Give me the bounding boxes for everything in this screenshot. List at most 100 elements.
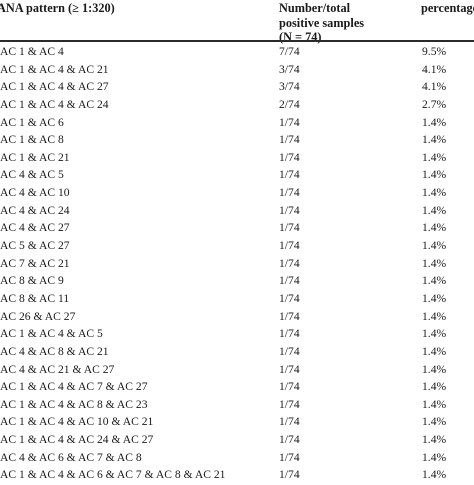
cell-count: 3/74: [279, 62, 300, 76]
cell-ana-pattern: AC 1 & AC 21: [0, 150, 70, 164]
cell-count: 1/74: [279, 150, 300, 164]
cell-ana-pattern: AC 4 & AC 6 & AC 7 & AC 8: [0, 450, 142, 464]
cell-count: 1/74: [279, 186, 300, 200]
cell-ana-pattern: AC 1 & AC 4 & AC 5: [0, 327, 103, 341]
cell-count: 7/74: [279, 45, 300, 58]
table-row: AC 1 & AC 6 1/74 1.4%: [0, 115, 474, 133]
cell-percentage: 1.4%: [422, 274, 447, 288]
cell-count: 1/74: [279, 203, 300, 217]
table-row: AC 8 & AC 11 1/74 1.4%: [0, 291, 474, 309]
cell-ana-pattern: AC 1 & AC 4 & AC 27: [0, 80, 109, 94]
cell-ana-pattern: AC 26 & AC 27: [0, 309, 76, 323]
cell-ana-pattern: AC 1 & AC 4 & AC 8 & AC 23: [0, 397, 148, 411]
cell-percentage: 1.4%: [422, 133, 447, 147]
cell-count: 1/74: [279, 291, 300, 305]
cell-percentage: 1.4%: [422, 150, 447, 164]
cell-percentage: 1.4%: [422, 327, 447, 341]
table-row: AC 4 & AC 5 1/74 1.4%: [0, 167, 474, 185]
cell-ana-pattern: AC 1 & AC 4: [0, 45, 64, 58]
cell-percentage: 1.4%: [422, 415, 447, 429]
header-divider: [0, 40, 474, 42]
table-header: ANA pattern (≥ 1:320) Number/total posit…: [0, 0, 474, 44]
table-row: AC 4 & AC 8 & AC 21 1/74 1.4%: [0, 344, 474, 362]
table-row: AC 5 & AC 27 1/74 1.4%: [0, 238, 474, 256]
table-row: AC 26 & AC 27 1/74 1.4%: [0, 309, 474, 327]
cell-percentage: 1.4%: [422, 380, 447, 394]
table-row: AC 1 & AC 4 & AC 21 3/74 4.1%: [0, 62, 474, 80]
cell-percentage: 1.4%: [422, 168, 447, 182]
cell-percentage: 1.4%: [422, 362, 447, 376]
table-row: AC 1 & AC 21 1/74 1.4%: [0, 150, 474, 168]
cell-ana-pattern: AC 4 & AC 21 & AC 27: [0, 362, 115, 376]
cell-ana-pattern: AC 1 & AC 4 & AC 7 & AC 27: [0, 380, 148, 394]
table-row: AC 4 & AC 27 1/74 1.4%: [0, 220, 474, 238]
cell-ana-pattern: AC 1 & AC 4 & AC 21: [0, 62, 109, 76]
cell-percentage: 1.4%: [422, 397, 447, 411]
cell-count: 1/74: [279, 274, 300, 288]
cell-ana-pattern: AC 1 & AC 4 & AC 10 & AC 21: [0, 415, 154, 429]
cell-count: 1/74: [279, 362, 300, 376]
table-row: AC 4 & AC 24 1/74 1.4%: [0, 203, 474, 221]
cell-percentage: 1.4%: [422, 291, 447, 305]
cell-percentage: 1.4%: [422, 221, 447, 235]
cell-ana-pattern: AC 5 & AC 27: [0, 239, 70, 253]
cell-ana-pattern: AC 1 & AC 4 & AC 24: [0, 97, 109, 111]
cell-percentage: 1.4%: [422, 344, 447, 358]
cell-ana-pattern: AC 4 & AC 27: [0, 221, 70, 235]
cell-percentage: 1.4%: [422, 450, 447, 464]
table-row: AC 1 & AC 4 & AC 27 3/74 4.1%: [0, 79, 474, 97]
table-body: AC 1 & AC 4 7/74 9.5% AC 1 & AC 4 & AC 21 3/…: [0, 44, 474, 485]
table-row: AC 1 & AC 4 & AC 7 & AC 27 1/74 1.4%: [0, 379, 474, 397]
cell-count: 1/74: [279, 397, 300, 411]
cell-count: 1/74: [279, 344, 300, 358]
cell-count: 1/74: [279, 433, 300, 447]
header-percentage: percentage: [421, 1, 474, 15]
cell-count: 1/74: [279, 309, 300, 323]
cell-ana-pattern: AC 1 & AC 4 & AC 6 & AC 7 & AC 8 & AC 21: [0, 468, 226, 482]
cell-ana-pattern: AC 4 & AC 8 & AC 21: [0, 344, 109, 358]
cell-ana-pattern: AC 1 & AC 8: [0, 133, 64, 147]
cell-ana-pattern: AC 7 & AC 21: [0, 256, 70, 270]
cell-percentage: 1.4%: [422, 433, 447, 447]
cell-count: 3/74: [279, 80, 300, 94]
cell-percentage: 4.1%: [422, 80, 447, 94]
header-count-line3: (N = 74): [279, 30, 322, 44]
table-row: AC 4 & AC 6 & AC 7 & AC 8 1/74 1.4%: [0, 450, 474, 468]
cell-percentage: 9.5%: [422, 45, 447, 58]
cell-count: 1/74: [279, 380, 300, 394]
table-row: AC 1 & AC 4 & AC 24 & AC 27 1/74 1.4%: [0, 432, 474, 450]
cell-count: 1/74: [279, 221, 300, 235]
cell-percentage: 1.4%: [422, 186, 447, 200]
header-count-line2: positive samples: [279, 15, 365, 30]
cell-percentage: 1.4%: [422, 203, 447, 217]
cell-ana-pattern: AC 4 & AC 24: [0, 203, 70, 217]
cell-count: 1/74: [279, 133, 300, 147]
cell-count: 1/74: [279, 327, 300, 341]
table-row: AC 1 & AC 8 1/74 1.4%: [0, 132, 474, 150]
cell-percentage: 1.4%: [422, 256, 447, 270]
table-row: AC 1 & AC 4 & AC 10 & AC 21 1/74 1.4%: [0, 414, 474, 432]
cell-ana-pattern: AC 8 & AC 9: [0, 274, 64, 288]
cell-percentage: 1.4%: [422, 239, 447, 253]
cell-ana-pattern: AC 1 & AC 4 & AC 24 & AC 27: [0, 433, 154, 447]
cell-ana-pattern: AC 4 & AC 10: [0, 186, 70, 200]
table-row: AC 4 & AC 21 & AC 27 1/74 1.4%: [0, 362, 474, 380]
table-row: AC 8 & AC 9 1/74 1.4%: [0, 273, 474, 291]
cell-ana-pattern: AC 8 & AC 11: [0, 291, 70, 305]
table-row: AC 1 & AC 4 & AC 24 2/74 2.7%: [0, 97, 474, 115]
table-row: AC 1 & AC 4 7/74 9.5%: [0, 44, 474, 62]
cell-count: 1/74: [279, 168, 300, 182]
header-ana-pattern: ANA pattern (≥ 1:320): [0, 1, 115, 15]
table-row: AC 1 & AC 4 & AC 6 & AC 7 & AC 8 & AC 21…: [0, 467, 474, 485]
cell-count: 1/74: [279, 115, 300, 129]
cell-percentage: 2.7%: [422, 97, 447, 111]
cell-percentage: 1.4%: [422, 468, 447, 482]
cell-count: 1/74: [279, 239, 300, 253]
header-count: Number/total positive samples (N = 74): [279, 1, 364, 45]
table-row: AC 1 & AC 4 & AC 8 & AC 23 1/74 1.4%: [0, 397, 474, 415]
table-row: AC 7 & AC 21 1/74 1.4%: [0, 256, 474, 274]
cell-ana-pattern: AC 1 & AC 6: [0, 115, 64, 129]
cell-percentage: 1.4%: [422, 309, 447, 323]
cell-percentage: 4.1%: [422, 62, 447, 76]
